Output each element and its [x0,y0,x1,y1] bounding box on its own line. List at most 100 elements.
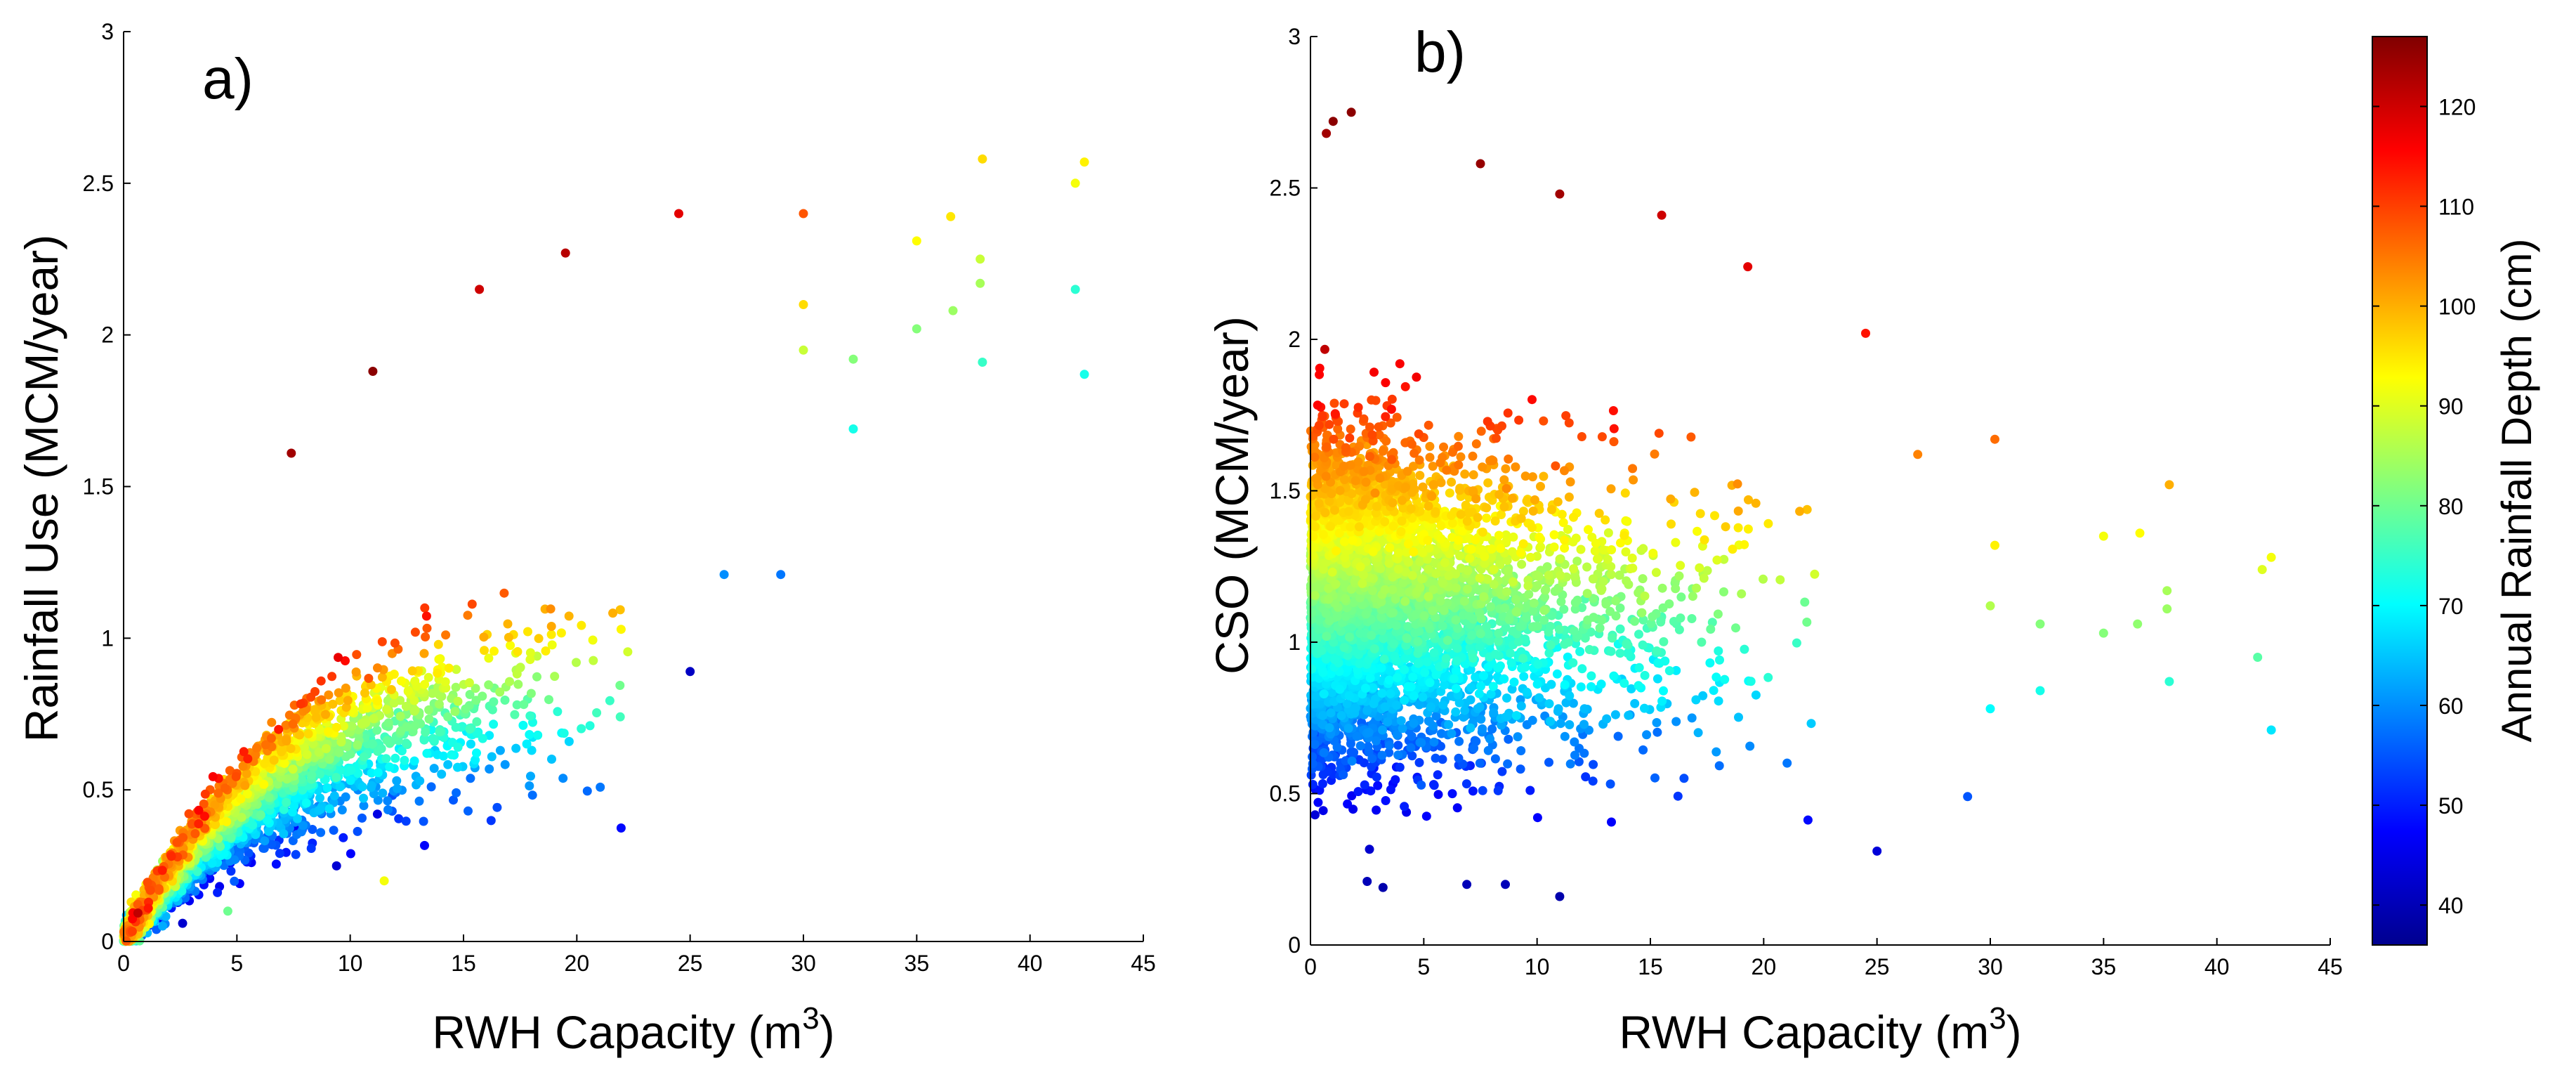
data-point [414,796,424,806]
data-point [564,736,574,746]
data-point [223,906,232,916]
data-point [301,798,311,808]
data-point [443,760,453,769]
data-point [572,658,581,667]
data-point [178,918,188,928]
data-point [465,724,475,734]
data-point [472,717,482,726]
data-point [386,685,396,694]
data-point [452,788,461,797]
data-point [298,821,308,830]
data-point [260,836,270,846]
data-point [161,911,171,921]
data-point [506,641,515,651]
data-point [381,754,391,764]
data-point [264,793,274,802]
data-point [357,813,367,823]
data-point [511,743,521,753]
data-point [523,627,532,637]
data-point [420,679,430,689]
data-point [158,921,167,931]
data-point [216,842,225,852]
data-point [393,783,402,793]
data-point [426,782,436,792]
data-point [353,826,362,836]
data-point [546,630,556,639]
data-point [419,735,429,745]
data-point [401,816,411,826]
data-point [577,724,586,734]
data-point [407,666,417,676]
data-point [383,796,393,806]
data-point [439,751,448,761]
data-point [395,712,405,721]
data-point [262,815,272,825]
data-point [466,739,475,749]
data-point [369,714,379,724]
data-point [518,720,528,730]
data-point [489,697,499,707]
data-point [331,861,341,871]
data-point [435,727,445,737]
data-point [1079,370,1089,379]
data-point [589,656,598,665]
data-point [443,712,453,722]
data-point [975,278,985,288]
data-point [277,747,287,757]
data-point [848,424,858,434]
data-point [500,696,510,705]
data-point [280,815,289,825]
data-point [450,707,460,716]
data-point [522,739,532,749]
data-point [346,776,355,786]
data-point [329,826,339,835]
data-point [341,792,350,802]
data-point [848,354,858,364]
data-point [513,679,523,689]
data-point [373,696,383,706]
data-point [315,769,324,779]
data-point [479,632,489,642]
data-point [400,755,409,765]
data-point [558,774,568,783]
data-point [615,681,625,690]
data-point [453,696,463,706]
data-point [532,672,541,682]
data-point [373,768,383,778]
data-point [315,793,324,803]
data-point [389,698,399,708]
data-point [367,739,377,749]
data-point [466,774,475,783]
data-point [616,625,626,634]
data-point [461,704,471,714]
data-point [288,764,298,774]
data-point [335,782,345,792]
data-point [541,646,551,656]
data-point [489,719,499,729]
data-point [424,705,434,715]
data-point [504,632,513,642]
data-point [547,755,556,764]
data-point [307,770,317,780]
data-point [334,688,343,698]
data-point [564,611,574,621]
data-point [513,647,523,656]
data-point [588,635,598,645]
data-point [382,705,392,715]
data-point [331,722,341,732]
data-point [321,710,330,719]
data-point [484,680,494,690]
data-point [978,358,987,367]
data-point [495,745,505,755]
data-point [451,682,461,692]
data-point [453,743,463,752]
data-point [608,608,618,618]
data-point [236,794,246,804]
data-point [238,762,248,771]
data-point [428,734,438,743]
data-point [315,804,325,814]
data-point [359,801,369,811]
data-point [353,740,362,750]
data-point [346,765,356,775]
panel-a: 0 5 10 15 20 25 30 35 40 45 00.511.522.53 a) RWH … [15,19,1156,1058]
